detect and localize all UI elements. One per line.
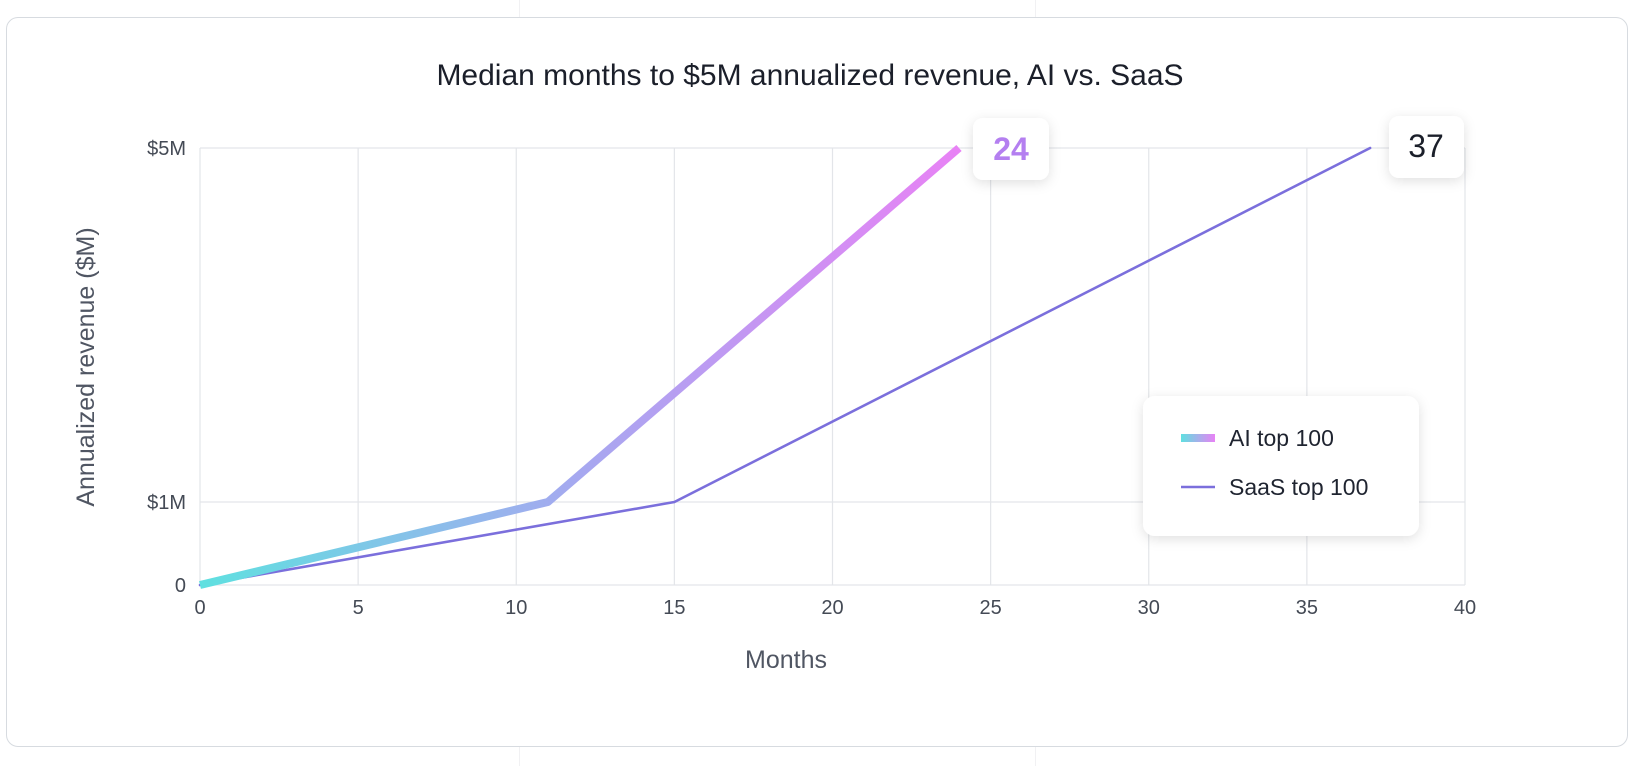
y-tick-label: $1M <box>147 492 186 514</box>
y-axis-label: Annualized revenue ($M) <box>72 227 100 506</box>
legend-box <box>1143 396 1419 536</box>
saas-end-badge: 37 <box>1389 116 1464 178</box>
x-tick-label: 15 <box>663 597 685 619</box>
tick-labels: 0 5 10 15 20 25 30 35 40 0 $1M $5M <box>147 138 1476 619</box>
legend-label-ai: AI top 100 <box>1229 425 1334 451</box>
ai-end-badge-label: 24 <box>993 131 1029 167</box>
legend: AI top 100 SaaS top 100 <box>1143 396 1419 536</box>
x-tick-label: 30 <box>1138 597 1160 619</box>
ai-end-badge: 24 <box>973 118 1049 180</box>
saas-end-badge-label: 37 <box>1408 128 1444 164</box>
legend-swatch-ai <box>1181 434 1215 442</box>
x-tick-label: 20 <box>821 597 843 619</box>
legend-label-saas: SaaS top 100 <box>1229 474 1368 500</box>
x-tick-label: 10 <box>505 597 527 619</box>
series-line-ai-top-100 <box>199 144 962 589</box>
saas-end-badge-box <box>1389 116 1464 178</box>
y-tick-label: $5M <box>147 138 186 160</box>
y-tick-label: 0 <box>175 575 186 597</box>
series-line-saas-top-100 <box>198 146 1372 587</box>
x-tick-label: 5 <box>353 597 364 619</box>
chart-title: Median months to $5M annualized revenue,… <box>436 59 1183 92</box>
x-tick-label: 40 <box>1454 597 1476 619</box>
series <box>198 144 1372 589</box>
x-tick-label: 0 <box>194 597 205 619</box>
x-tick-label: 35 <box>1296 597 1318 619</box>
ai-end-badge-box <box>973 118 1049 180</box>
x-axis-label: Months <box>745 646 827 674</box>
x-tick-label: 25 <box>980 597 1002 619</box>
chart-card <box>6 17 1628 747</box>
